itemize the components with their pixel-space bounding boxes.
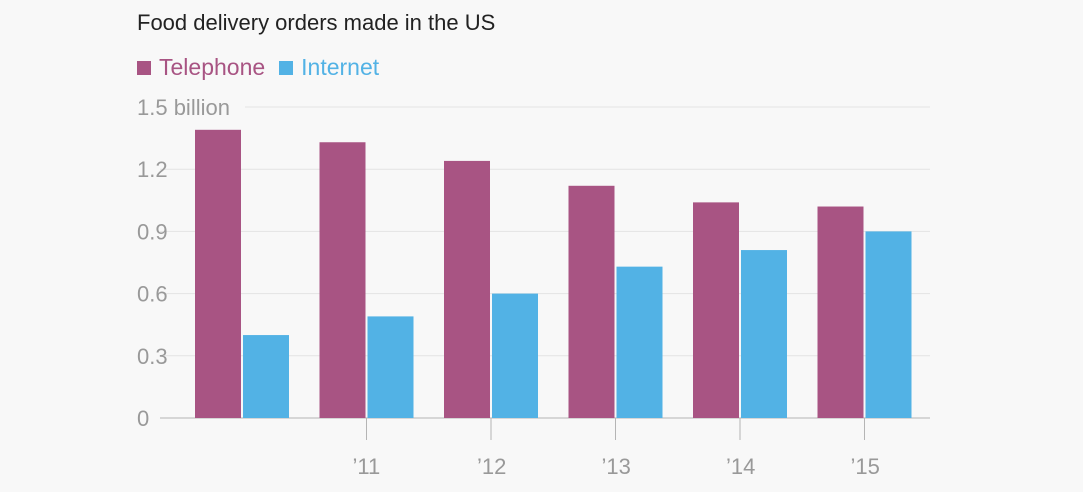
legend-swatch-telephone [137, 60, 151, 75]
legend-label-telephone: Telephone [159, 54, 266, 80]
bar-internet-2012 [492, 293, 538, 418]
bar-internet-2010 [243, 335, 289, 418]
bar-internet-2014 [741, 250, 787, 418]
x-tick-label: ’13 [602, 454, 631, 479]
chart-title: Food delivery orders made in the US [137, 10, 496, 35]
legend-item-internet: Internet [279, 54, 379, 81]
legend-label-internet: Internet [301, 54, 380, 80]
bar-internet-2015 [865, 231, 912, 418]
y-tick-label: 1.5 billion [137, 95, 230, 120]
bar-telephone-2012 [444, 160, 490, 418]
y-tick-label: 0 [137, 406, 149, 431]
legend-swatch-internet [279, 60, 294, 75]
x-tick-label: ’15 [851, 454, 880, 479]
bar-telephone-2011 [319, 142, 366, 418]
bar-telephone-2015 [817, 206, 864, 418]
x-tick-label: ’12 [477, 454, 506, 479]
bar-telephone-2013 [568, 185, 615, 418]
x-tick-label: ’11 [353, 454, 381, 479]
bar-telephone-2014 [693, 202, 739, 418]
legend: Telephone Internet [137, 54, 393, 81]
bar-telephone-2010 [195, 129, 241, 418]
bar-internet-2011 [367, 316, 414, 418]
bar-internet-2013 [616, 266, 663, 418]
x-tick-label: ’14 [726, 454, 755, 479]
y-tick-label: 0.9 [137, 219, 168, 244]
legend-item-telephone: Telephone [137, 54, 265, 81]
y-tick-label: 0.3 [137, 344, 168, 369]
y-tick-label: 1.2 [137, 157, 168, 182]
y-tick-label: 0.6 [137, 282, 168, 307]
